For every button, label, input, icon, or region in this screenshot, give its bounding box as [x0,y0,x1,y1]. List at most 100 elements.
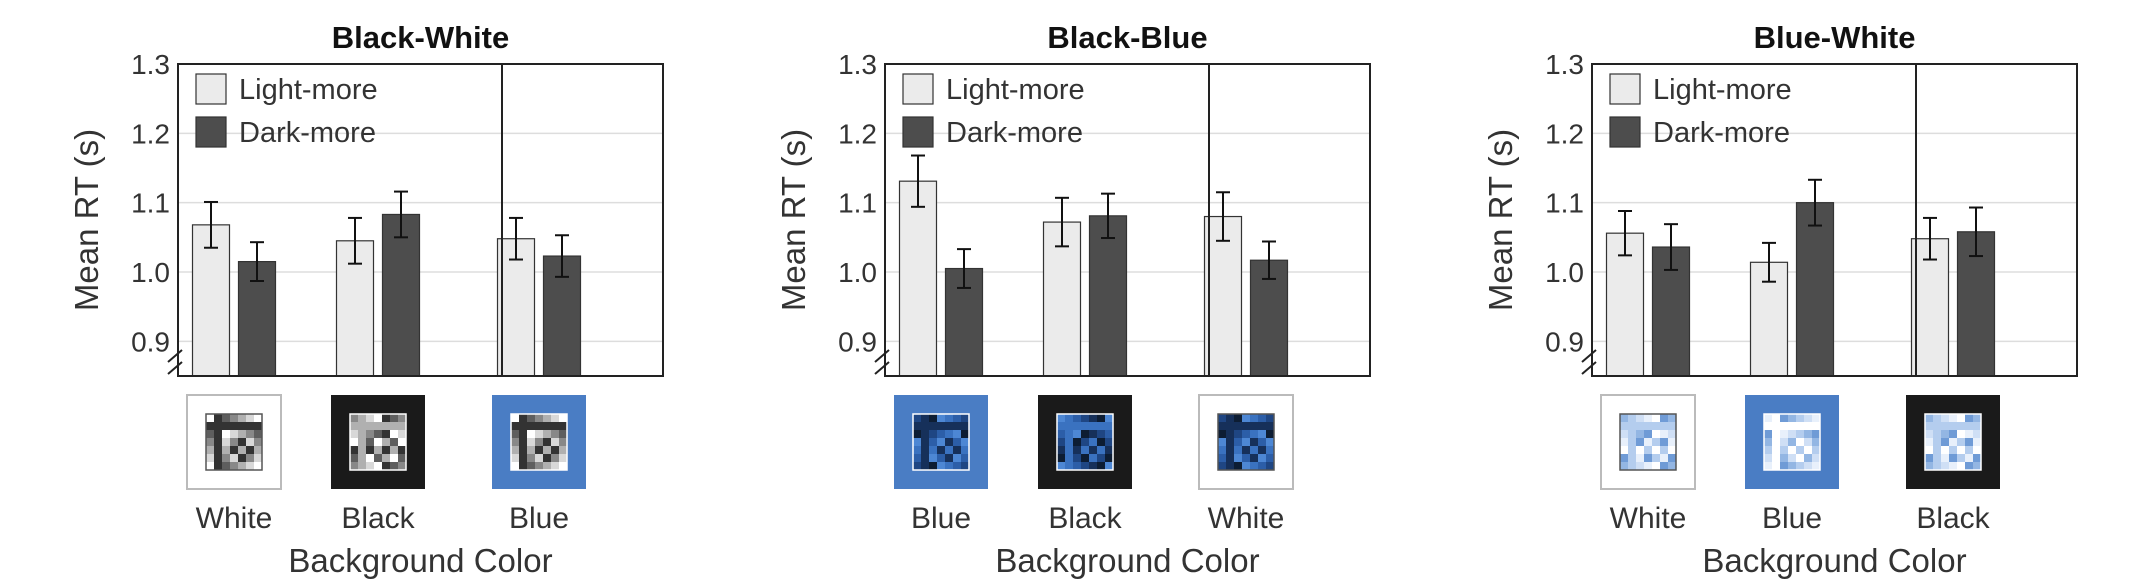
stimulus-cell [390,422,399,431]
x-axis-label: Background Color [995,542,1259,579]
stimulus-cell [921,422,930,431]
stimulus-cell [246,462,255,471]
stimulus-cell [559,438,568,447]
stimulus-cell [1266,430,1275,439]
stimulus-cell [230,430,239,439]
stimulus-cell [1628,414,1637,423]
legend-label: Light-more [1653,74,1792,106]
stimulus-cell [374,446,383,455]
stimulus-thumbnail [1600,394,1696,490]
stimulus-cell [238,438,247,447]
stimulus-cell [374,414,383,423]
stimulus-cell [398,462,407,471]
stimulus-cell [1965,462,1974,471]
y-tick-label: 0.9 [838,326,877,357]
stimulus-cell [1097,462,1106,471]
stimulus-cell [961,422,970,431]
stimulus-cell [1652,462,1661,471]
stimulus-cell [535,462,544,471]
stimulus-cell [1772,454,1781,463]
stimulus-cell [1105,446,1114,455]
x-axis-label: Background Color [288,542,552,579]
stimulus-cell [1668,438,1677,447]
stimulus-cell [1772,422,1781,431]
stimulus-cell [1057,462,1066,471]
stimulus-cell [1081,438,1090,447]
stimulus-cell [1973,454,1982,463]
legend-label: Dark-more [946,117,1083,149]
stimulus-cell [921,414,930,423]
stimulus-cell [1250,462,1259,471]
chart-panel: Blue-White 0.9 1.0 1.1 1.2 1.3 Mean RT (s) Ligh… [1482,20,2078,579]
stimulus-cell [374,422,383,431]
stimulus-border [1619,413,1677,471]
stimulus-cell [1065,446,1074,455]
stimulus-cell [1266,438,1275,447]
stimulus-cell [1933,454,1942,463]
stimulus-cell [1620,446,1629,455]
stimulus-cell [398,422,407,431]
stimulus-cell [1234,438,1243,447]
stimulus-cell [1796,414,1805,423]
stimulus-cell [1957,454,1966,463]
stimulus-cell [519,446,528,455]
stimulus-cell [1965,446,1974,455]
stimulus-border [1924,413,1982,471]
stimulus-cell [929,462,938,471]
stimulus-cell [1652,446,1661,455]
stimulus-cell [527,446,536,455]
stimulus-cell [1780,438,1789,447]
legend-swatch [1609,73,1641,105]
stimulus-cell [350,430,359,439]
stimulus-cell [390,414,399,423]
stimulus-cell [254,438,263,447]
stimulus-cell [358,454,367,463]
stimulus-cell [230,446,239,455]
stimulus-cell [1925,430,1934,439]
stimulus-cell [1242,422,1251,431]
stimulus-cell [1925,422,1934,431]
x-tick-label: Blue [509,502,569,535]
stimulus-cell [1242,438,1251,447]
stimulus-cell [929,422,938,431]
bar-light-more [1203,215,1243,377]
stimulus-cell [1973,422,1982,431]
stimulus-cell [945,430,954,439]
stimulus-cell [1097,430,1106,439]
stimulus-cell [543,414,552,423]
stimulus-cell [1933,414,1942,423]
stimulus-cell [929,446,938,455]
stimulus-cell [382,446,391,455]
stimulus-cell [535,414,544,423]
stimulus-cell [1788,454,1797,463]
stimulus-cell [937,462,946,471]
stimulus-cell [1652,422,1661,431]
stimulus-cell [559,462,568,471]
stimulus-cell [1772,430,1781,439]
stimulus-cell [1218,462,1227,471]
stimulus-cell [1660,422,1669,431]
axis-break-mark [874,361,890,375]
stimulus-cell [390,430,399,439]
stimulus-cell [1668,430,1677,439]
stimulus-cell [1081,430,1090,439]
stimulus-cell [1073,430,1082,439]
stimulus-cell [1957,446,1966,455]
chart-panel: Black-Blue 0.9 1.0 1.1 1.2 1.3 Mean RT (s) Ligh… [775,20,1371,579]
stimulus-cell [1242,462,1251,471]
stimulus-cell [350,462,359,471]
stimulus-cell [1973,446,1982,455]
stimulus-cell [1780,430,1789,439]
x-tick-label: Black [1916,502,1990,535]
stimulus-cell [937,446,946,455]
stimulus-cell [1081,454,1090,463]
stimulus-cell [1226,422,1235,431]
y-tick-label: 1.3 [131,49,170,80]
stimulus-cell [374,438,383,447]
stimulus-cell [1097,438,1106,447]
stimulus-cell [1218,454,1227,463]
stimulus-cell [230,438,239,447]
stimulus-cell [358,422,367,431]
stimulus-cell [1057,446,1066,455]
stimulus-cell [1764,446,1773,455]
